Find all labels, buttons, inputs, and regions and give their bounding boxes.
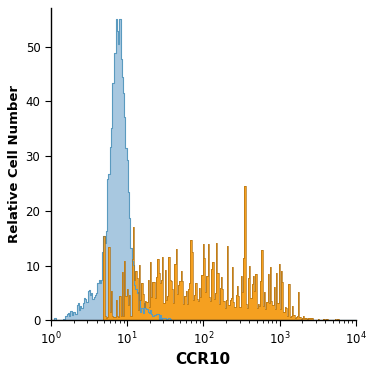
- X-axis label: CCR10: CCR10: [176, 352, 231, 367]
- Y-axis label: Relative Cell Number: Relative Cell Number: [8, 86, 21, 243]
